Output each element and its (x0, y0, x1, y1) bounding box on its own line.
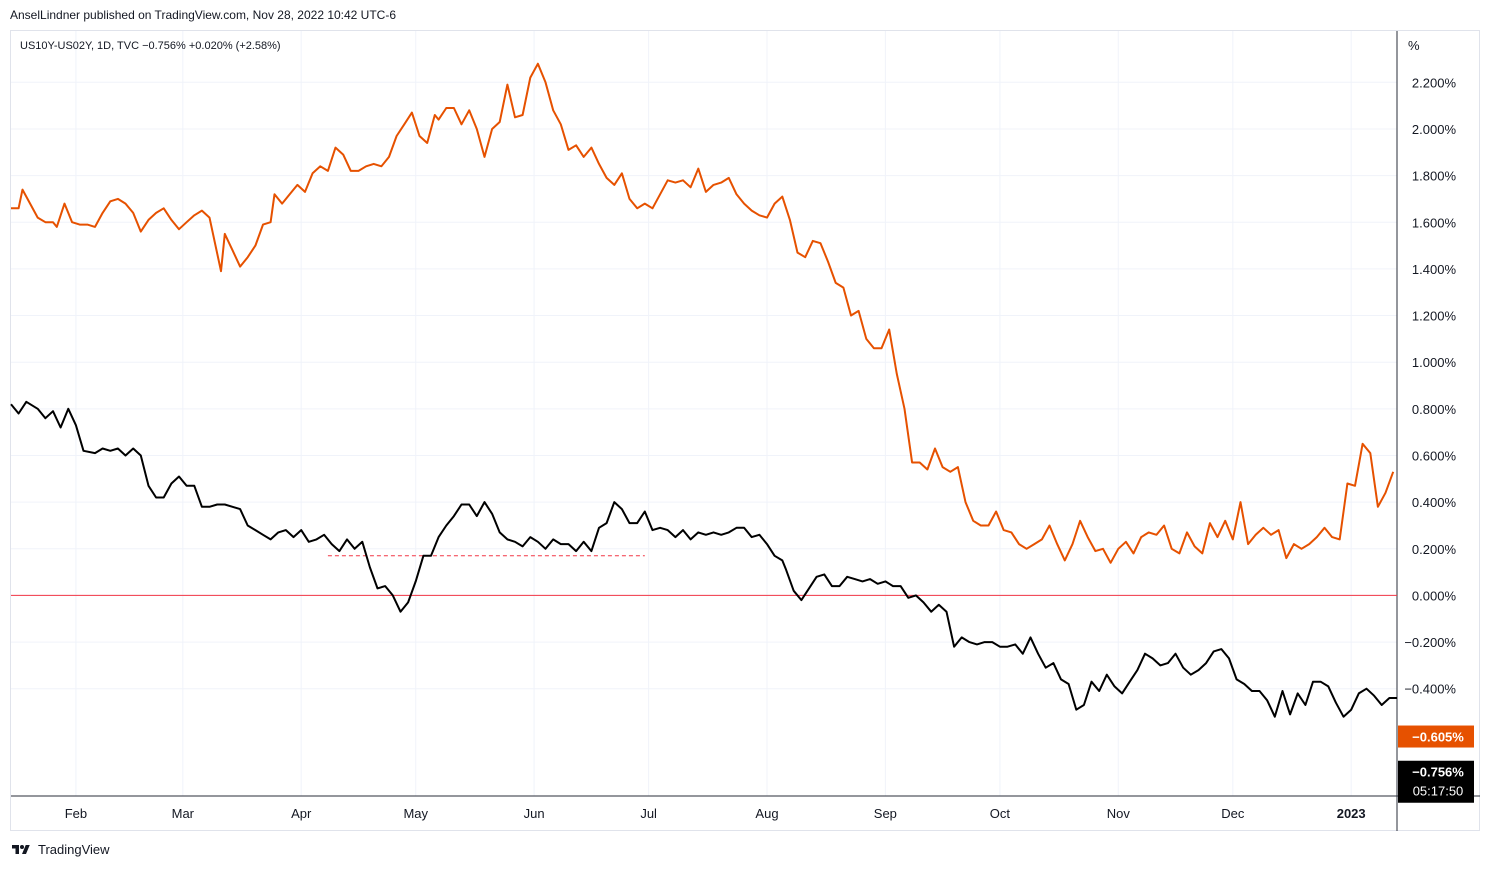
orange-price-badge-text: −0.605% (1412, 730, 1464, 745)
x-tick-label: Nov (1107, 806, 1131, 821)
orange-price-badge (1398, 725, 1474, 748)
y-tick-label: 0.600% (1412, 448, 1457, 463)
x-tick-label: Feb (65, 806, 87, 821)
x-tick-label: 2023 (1337, 806, 1366, 821)
x-tick-label: May (403, 806, 428, 821)
tradingview-logo-icon (12, 844, 30, 854)
x-tick-label: Aug (755, 806, 778, 821)
x-tick-label: Oct (990, 806, 1011, 821)
x-tick-label: Sep (874, 806, 897, 821)
countdown-text: 05:17:50 (1413, 784, 1464, 799)
y-tick-label: 0.800% (1412, 402, 1457, 417)
y-tick-label: 0.000% (1412, 588, 1457, 603)
symbol-legend[interactable]: US10Y-US02Y, 1D, TVC −0.756% +0.020% (+2… (20, 40, 281, 52)
x-tick-label: Jun (524, 806, 545, 821)
x-tick-label: Apr (291, 806, 312, 821)
black-price-badge-text: −0.756% (1412, 765, 1464, 780)
black-price-badge (1398, 760, 1474, 803)
y-tick-label: 0.200% (1412, 542, 1457, 557)
x-tick-label: Jul (640, 806, 657, 821)
y-tick-label: −0.200% (1404, 635, 1456, 650)
y-unit-label: % (1408, 38, 1420, 53)
y-tick-label: 1.400% (1412, 262, 1457, 277)
series-line-black[interactable] (10, 400, 1397, 718)
publisher-header: AnselLindner published on TradingView.co… (10, 8, 397, 22)
y-tick-label: 1.200% (1412, 309, 1457, 324)
footer-brand-label: TradingView (38, 842, 110, 857)
y-tick-label: 1.600% (1412, 215, 1457, 230)
chart-frame (10, 30, 1480, 831)
footer-brand[interactable]: TradingView (10, 842, 110, 857)
y-tick-label: 0.400% (1412, 495, 1457, 510)
x-tick-label: Mar (172, 806, 195, 821)
y-tick-label: 2.200% (1412, 75, 1457, 90)
y-tick-label: 2.000% (1412, 122, 1457, 137)
x-tick-label: Dec (1221, 806, 1245, 821)
y-tick-label: 1.800% (1412, 169, 1457, 184)
y-tick-label: 1.000% (1412, 355, 1457, 370)
series-line-orange[interactable] (11, 62, 1395, 564)
y-tick-label: −0.400% (1404, 682, 1456, 697)
